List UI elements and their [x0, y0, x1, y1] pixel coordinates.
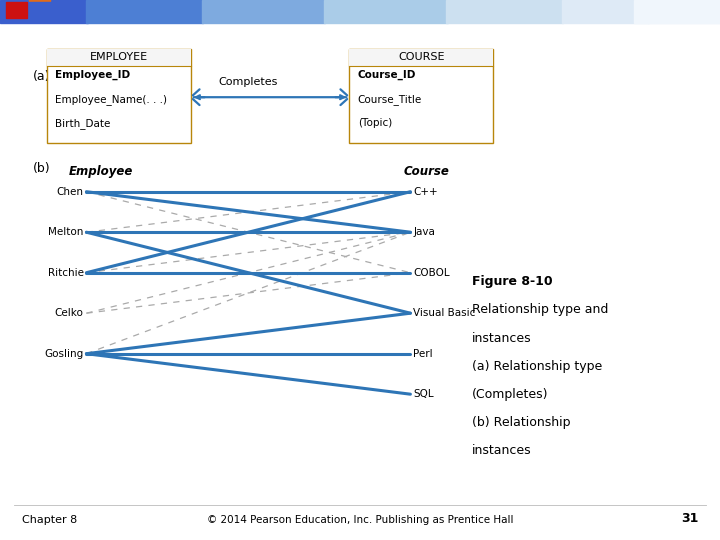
Text: Melton: Melton	[48, 227, 84, 237]
Text: COBOL: COBOL	[413, 268, 450, 278]
Bar	[324, 0, 448, 23]
Text: C++: C++	[413, 187, 438, 197]
Text: Course_Title: Course_Title	[358, 94, 422, 105]
Text: Completes: Completes	[219, 77, 278, 87]
Text: (a): (a)	[32, 70, 50, 83]
Text: Birth_Date: Birth_Date	[55, 118, 111, 129]
Text: instances: instances	[472, 444, 531, 457]
Bar	[349, 49, 493, 66]
Bar	[29, 0, 50, 1]
Text: (Completes): (Completes)	[472, 388, 548, 401]
Text: Relationship type and: Relationship type and	[472, 303, 608, 316]
Text: COURSE: COURSE	[398, 52, 444, 62]
Text: Gosling: Gosling	[44, 349, 84, 359]
Text: (a) Relationship type: (a) Relationship type	[472, 360, 602, 373]
Text: Chen: Chen	[56, 187, 84, 197]
Bar	[202, 0, 325, 23]
Bar	[648, 0, 720, 23]
Bar	[29, 2, 50, 18]
Text: Course: Course	[403, 165, 449, 178]
Text: Visual Basic: Visual Basic	[413, 308, 476, 318]
Bar	[6, 2, 27, 18]
Text: (b): (b)	[32, 162, 50, 175]
Text: 31: 31	[681, 512, 698, 525]
Text: (b) Relationship: (b) Relationship	[472, 416, 570, 429]
Bar	[47, 49, 191, 66]
Text: Java: Java	[413, 227, 435, 237]
Bar	[446, 0, 563, 23]
Text: Celko: Celko	[55, 308, 84, 318]
Text: Perl: Perl	[413, 349, 433, 359]
Bar	[86, 0, 203, 23]
Text: Employee_ID: Employee_ID	[55, 70, 130, 80]
Text: Figure 8-10: Figure 8-10	[472, 275, 552, 288]
Bar	[562, 0, 649, 23]
Text: (Topic): (Topic)	[358, 118, 392, 128]
Text: Ritchie: Ritchie	[48, 268, 84, 278]
Bar	[47, 49, 191, 143]
Text: Course_ID: Course_ID	[358, 70, 416, 80]
Bar	[634, 0, 720, 23]
Bar	[0, 0, 88, 23]
Text: Employee: Employee	[68, 165, 132, 178]
Bar	[6, 0, 27, 1]
Text: instances: instances	[472, 332, 531, 345]
Text: © 2014 Pearson Education, Inc. Publishing as Prentice Hall: © 2014 Pearson Education, Inc. Publishin…	[207, 515, 513, 525]
Text: Chapter 8: Chapter 8	[22, 515, 77, 525]
Text: SQL: SQL	[413, 389, 434, 399]
Text: Employee_Name(. . .): Employee_Name(. . .)	[55, 94, 168, 105]
Text: EMPLOYEE: EMPLOYEE	[90, 52, 148, 62]
Bar	[349, 49, 493, 143]
